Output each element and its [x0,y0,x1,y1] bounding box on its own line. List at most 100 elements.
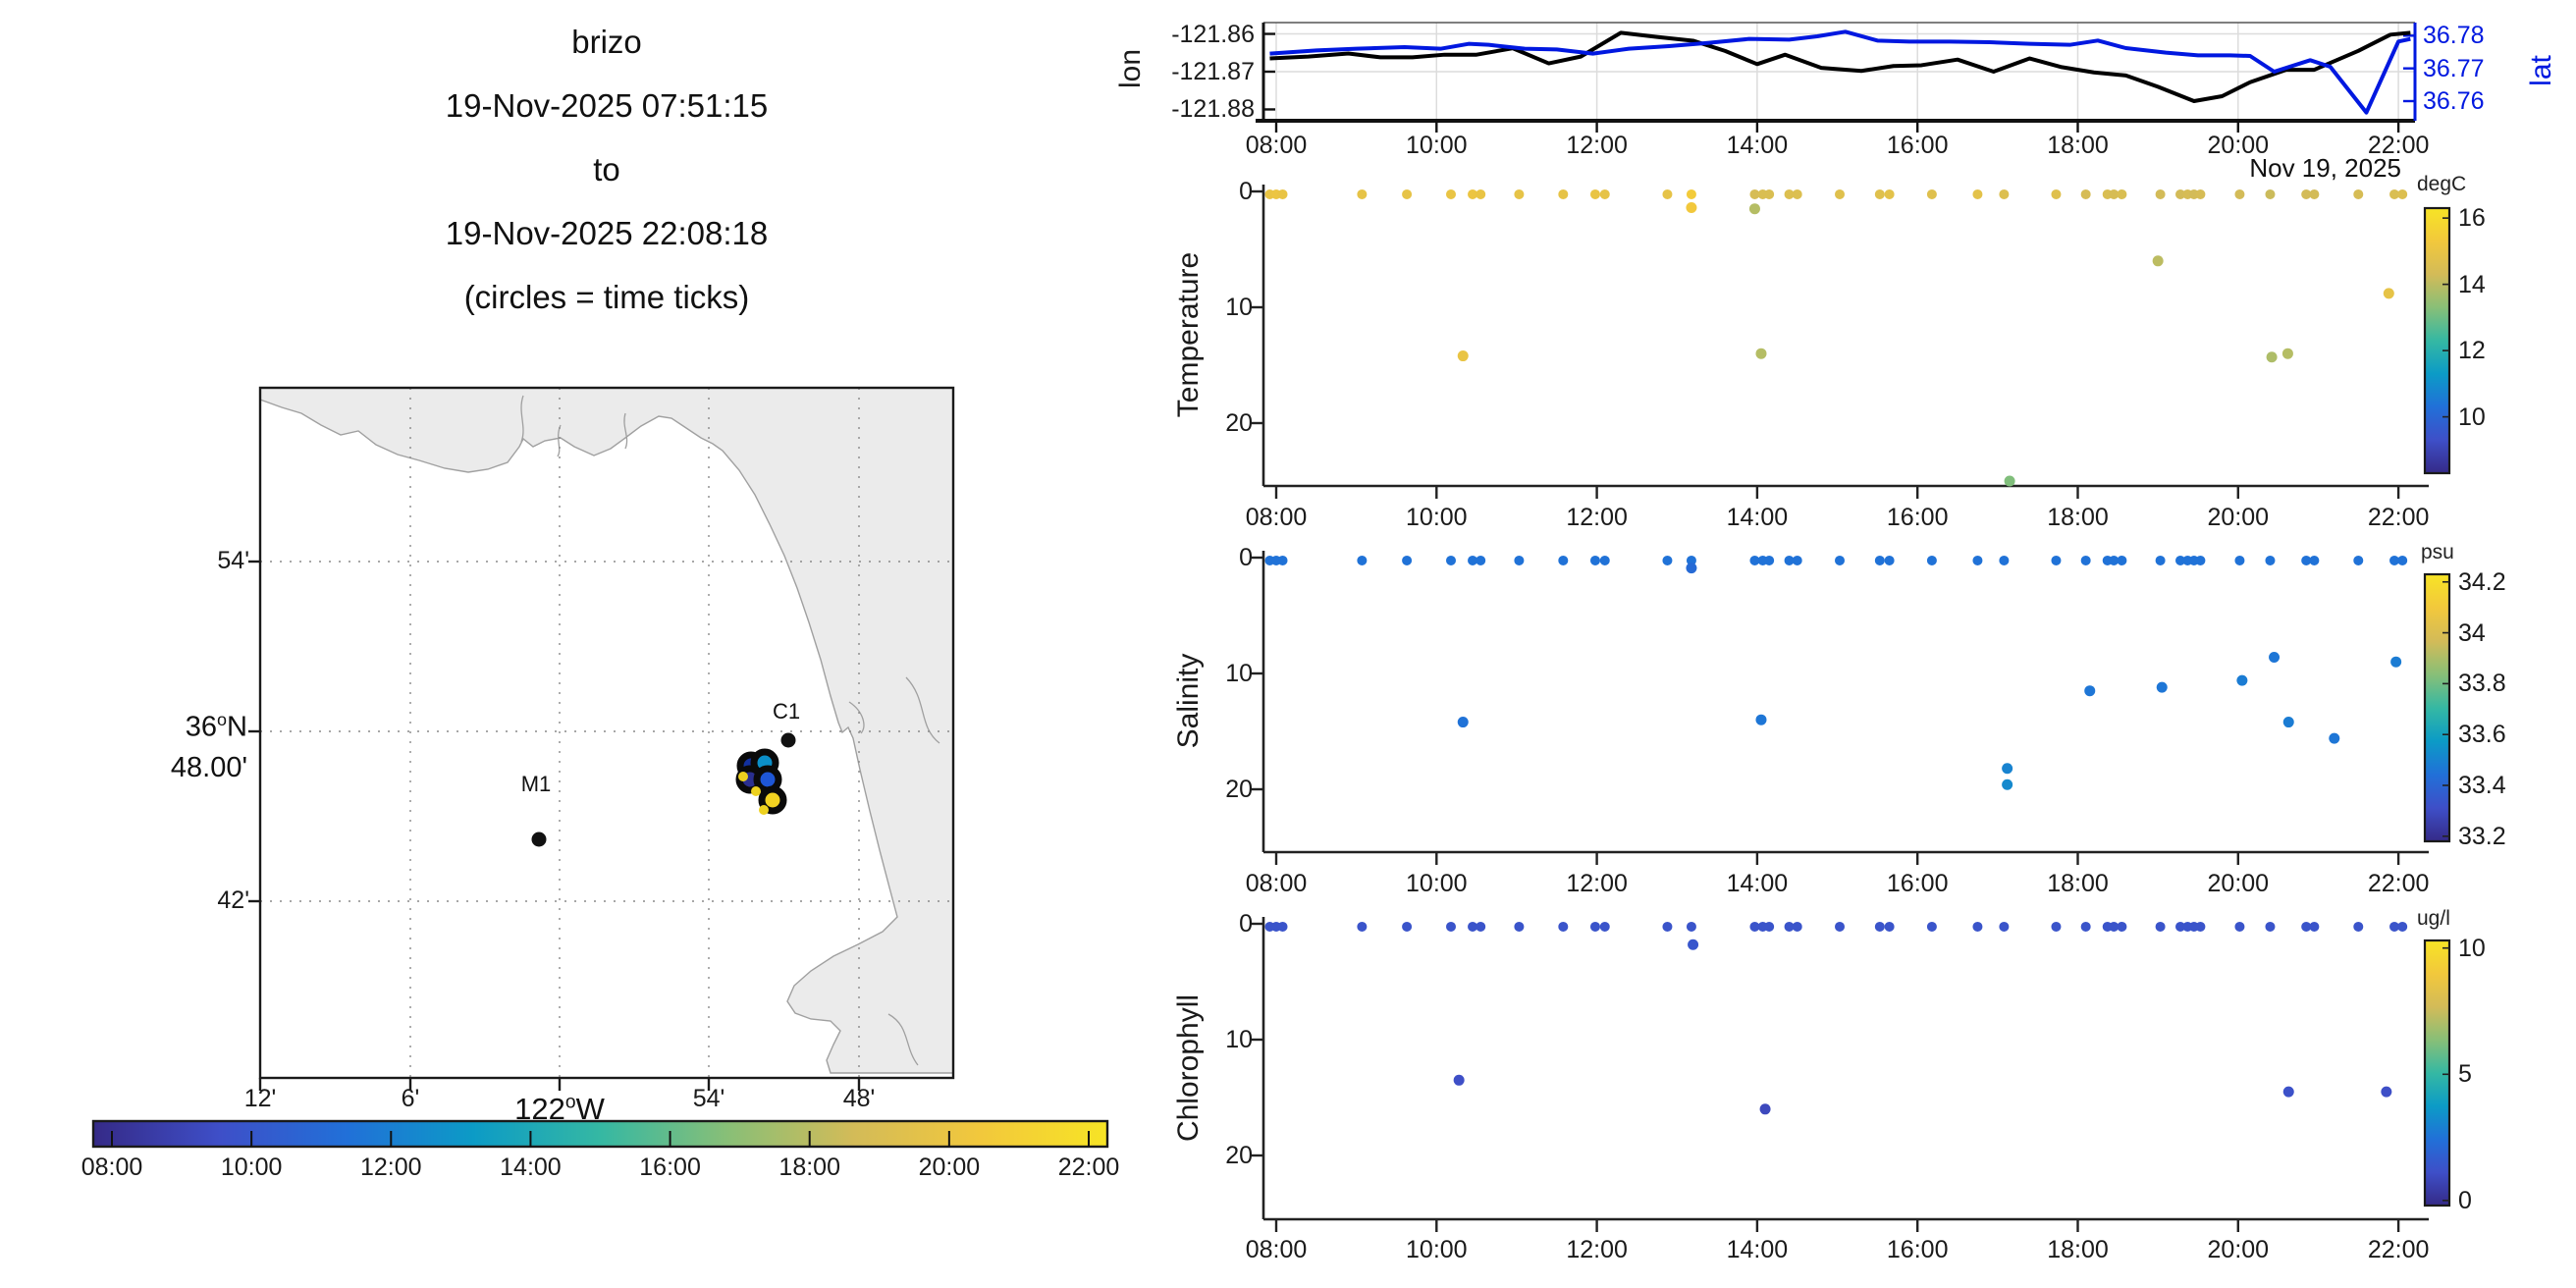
chlorophyll-surface-point [1357,921,1368,932]
plot-temperature [1252,185,2451,499]
temperature-deep-point-2 [1748,203,1760,215]
time-colorbar-label-14:00: 14:00 [500,1154,562,1181]
chlorophyll-cbar-label-10: 10 [2458,934,2486,962]
salinity-surface-point [2195,555,2206,565]
temperature-deep-point-0 [1457,350,1469,362]
salinity-surface-point [1277,555,1288,565]
salinity-surface-point [2051,555,2062,565]
chlorophyll-axis-label: Chlorophyll [1172,993,1205,1143]
time-colorbar-label-10:00: 10:00 [220,1154,283,1181]
map-river-0 [520,395,524,443]
chlorophyll-surface-point [1277,921,1288,932]
chlorophyll-deep-point-2 [1759,1103,1771,1115]
chlorophyll-deep-point-1 [1688,939,1699,950]
chlorophyll-surface-point [1514,921,1525,932]
temperature-cbar-label-14: 14 [2458,270,2486,298]
title-line-end: 19-Nov-2025 22:08:18 [445,215,769,251]
salinity-surface-point [2109,555,2120,565]
temperature-surface-point [2117,188,2127,199]
salinity-surface-point [1972,555,1983,565]
temperature-ytick-label-0: 0 [1239,178,1253,205]
salinity-surface-point [1926,555,1937,565]
salinity-surface-point [1402,555,1413,565]
temperature-deep-point-1 [1686,202,1697,214]
salinity-deep-point-0 [1457,717,1469,728]
chlorophyll-xtick-label-16:00: 16:00 [1886,1236,1949,1263]
time-colorbar-label-22:00: 22:00 [1057,1154,1120,1181]
chlorophyll-surface-point [2109,921,2120,932]
chlorophyll-surface-point [2397,921,2408,932]
lon-tick-label--121.87: -121.87 [1171,58,1255,85]
time-colorbar-label-08:00: 08:00 [80,1154,143,1181]
chlorophyll-cbar-label-5: 5 [2458,1060,2472,1089]
salinity-xtick-label-16:00: 16:00 [1886,870,1949,897]
salinity-deep-point-10 [2329,732,2340,744]
map-ytick-label-42': 42' [217,886,249,914]
salinity-ytick-label-0: 0 [1239,544,1253,571]
map-river-5 [848,701,865,734]
temperature-surface-point [1514,188,1525,199]
map-xtick-label-12': 12' [243,1085,277,1112]
salinity-surface-point [2234,555,2245,565]
map-axes-box [258,386,955,1080]
salinity-surface-point [1445,555,1456,565]
salinity-xtick-label-20:00: 20:00 [2207,870,2270,897]
title-line-vehicle: brizo [571,24,642,60]
chlorophyll-deep-point-4 [2381,1086,2392,1098]
map-xtick-label-6': 6' [401,1085,420,1112]
chlorophyll-xtick-label-18:00: 18:00 [2047,1236,2109,1263]
map-river-2 [623,412,628,450]
temperature-deep-point-5 [2152,255,2164,267]
chlorophyll-surface-point [1764,921,1775,932]
salinity-surface-point [1468,555,1478,565]
temperature-deep-point-8 [2383,288,2394,299]
temperature-surface-point [2397,188,2408,199]
lon-axis-label: lon [1114,48,1147,89]
chlorophyll-surface-point [1972,921,1983,932]
salinity-surface-point [1999,555,2010,565]
chlorophyll-surface-point [1834,921,1845,932]
chlorophyll-deep-point-0 [1453,1074,1465,1086]
temperature-surface-point [1792,188,1802,199]
salinity-surface-point [1589,555,1600,565]
temperature-surface-point [1662,188,1673,199]
salinity-surface-point [1874,555,1885,565]
temperature-surface-point [2175,188,2186,199]
chlorophyll-surface-point [1662,921,1673,932]
plot-salinity [1252,551,2451,865]
salinity-deep-point-3 [2002,763,2013,775]
map-track-dot-0 [738,772,748,781]
title-line-to: to [593,151,620,188]
chlorophyll-surface-point [2155,921,2166,932]
temperature-surface-point [1749,188,1760,199]
lon-tick-label--121.88: -121.88 [1171,95,1255,124]
salinity-surface-point [1558,555,1569,565]
lat-axis-label: lat [2525,55,2557,86]
salinity-deep-point-6 [2156,681,2168,693]
temperature-surface-point [1468,188,1478,199]
temperature-surface-point [1926,188,1937,199]
salinity-colorbar [2423,572,2451,843]
salinity-deep-point-1 [1686,563,1697,574]
chlorophyll-surface-point [1926,921,1937,932]
temperature-cbar-label-16: 16 [2458,204,2486,233]
chlorophyll-xtick-label-14:00: 14:00 [1726,1236,1789,1263]
temperature-surface-point [2080,188,2091,199]
map-xtick-label-48': 48' [842,1085,876,1112]
chlorophyll-surface-point [1874,921,1885,932]
temperature-surface-point [1784,188,1795,199]
temperature-deep-point-7 [2281,348,2293,359]
map-station-dot-C1 [780,732,796,748]
temperature-surface-point [1445,188,1456,199]
temperature-surface-point [1874,188,1885,199]
psu-unit-label: psu [2421,541,2454,564]
map-group [248,386,955,1091]
chlorophyll-xtick-label-08:00: 08:00 [1245,1236,1308,1263]
chlorophyll-surface-point [1999,921,2010,932]
salinity-surface-point [1686,555,1696,565]
temperature-xtick-label-18:00: 18:00 [2047,504,2109,531]
chlorophyll-surface-point [2353,921,2364,932]
temperature-surface-point [2155,188,2166,199]
salinity-surface-point [1662,555,1673,565]
